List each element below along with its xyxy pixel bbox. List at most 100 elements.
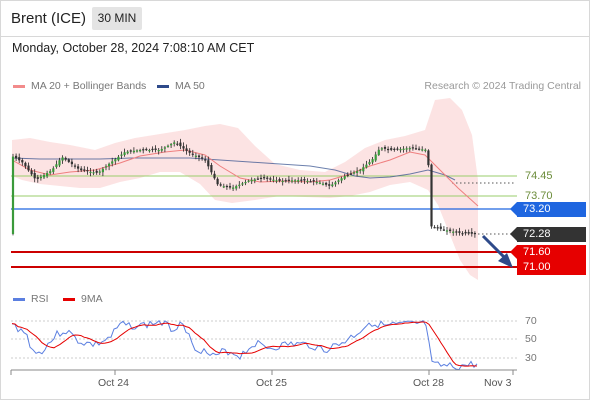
rsi-level-label-70: 70 [525,315,537,327]
candle-body [390,148,393,150]
rsi-ma-line [11,321,478,367]
candle-body [154,148,157,150]
candle-body [387,148,390,151]
candle-body [132,150,135,153]
candle-body [126,151,129,154]
candle-body [318,182,321,184]
candle-body [238,184,241,186]
candle-body [232,187,235,189]
candle-body [328,184,331,186]
candle-body [228,186,232,188]
candle-body [204,159,207,161]
candle-body [58,160,61,166]
candle-body [325,182,328,185]
candle-body [207,160,210,167]
candle-body [42,175,46,178]
rsi-level-label-30: 30 [525,352,537,364]
last-price-value: 72.28 [523,228,551,240]
candle-body [201,157,204,159]
candle-body [114,159,117,162]
candle-body [39,176,42,179]
candle-body [139,150,142,152]
candle-body [89,171,92,173]
candle-body [135,150,139,152]
candle-body [414,148,418,150]
x-label-oct25: Oct 25 [256,377,287,389]
candle-body [194,155,197,157]
candle-body [101,168,104,173]
candle-body [433,227,436,229]
candle-body [334,182,337,185]
candle-body [467,232,470,234]
candle-body [18,157,21,161]
candle-body [272,179,275,181]
candle-body [352,172,356,174]
candle-body [306,180,309,183]
candle-body [108,163,111,167]
candle-body [281,180,284,183]
candle-body [464,231,467,234]
candle-body [160,149,163,151]
rsi-line [11,320,478,371]
candle-body [120,154,123,156]
candle-body [278,179,281,181]
candle-body [275,180,278,182]
timestamp: Monday, October 28, 2024 7:08:10 AM CET [12,41,255,55]
candle-body [170,144,173,146]
legend-ma20[interactable]: MA 20 + Bollinger Bands [13,80,146,92]
candle-body [321,183,325,185]
candle-body [49,171,52,174]
candle-body [61,157,64,161]
ma20-label: MA 20 + Bollinger Bands [31,80,147,92]
legend-rsi-ma[interactable]: 9MA [63,293,103,305]
candle-body [421,149,424,151]
candle-body [182,146,185,149]
candle-body [365,164,368,168]
candle-body [46,173,49,177]
candle-body [343,176,346,179]
candle-body [142,149,145,151]
candle-body [346,174,349,176]
legend-rsi[interactable]: RSI [13,293,49,305]
candle-body [222,186,225,188]
candle-body [15,155,18,159]
candle-body [418,148,421,150]
candle-body [396,148,399,150]
candle-body [83,169,86,171]
instrument-title: Brent (ICE) [11,10,87,27]
candle-body [427,150,430,166]
candle-body [77,166,80,169]
candle-body [380,148,383,150]
candle-body [55,164,58,168]
candle-body [117,156,120,161]
candle-body [303,179,306,181]
level-label-73.70: 73.70 [525,190,553,202]
candle-body [402,148,405,150]
candle-body [210,165,213,173]
legend-ma50[interactable]: MA 50 [157,80,205,92]
forecast-arrow [481,234,513,268]
candle-body [111,161,114,164]
candle-body [377,149,380,155]
candle-body [185,148,188,151]
candle-body [188,150,191,153]
candle-body [151,148,154,151]
candle-body [36,177,39,179]
candle-body [259,177,263,180]
candle-body [449,229,452,232]
candle-body [362,167,365,172]
candle-body [247,180,250,182]
candle-body [473,232,476,235]
candle-body [424,149,427,151]
rsi-ma-label: 9MA [81,293,103,305]
candle-body [458,231,461,233]
candle-body [176,143,179,145]
candle-body [383,146,387,149]
candle-body [256,178,259,180]
timeframe-button[interactable]: 30 MIN [92,7,142,30]
candle-body [359,169,362,172]
candle-body [445,230,449,232]
candle-body [393,148,396,150]
level-label-74.45: 74.45 [525,170,553,182]
